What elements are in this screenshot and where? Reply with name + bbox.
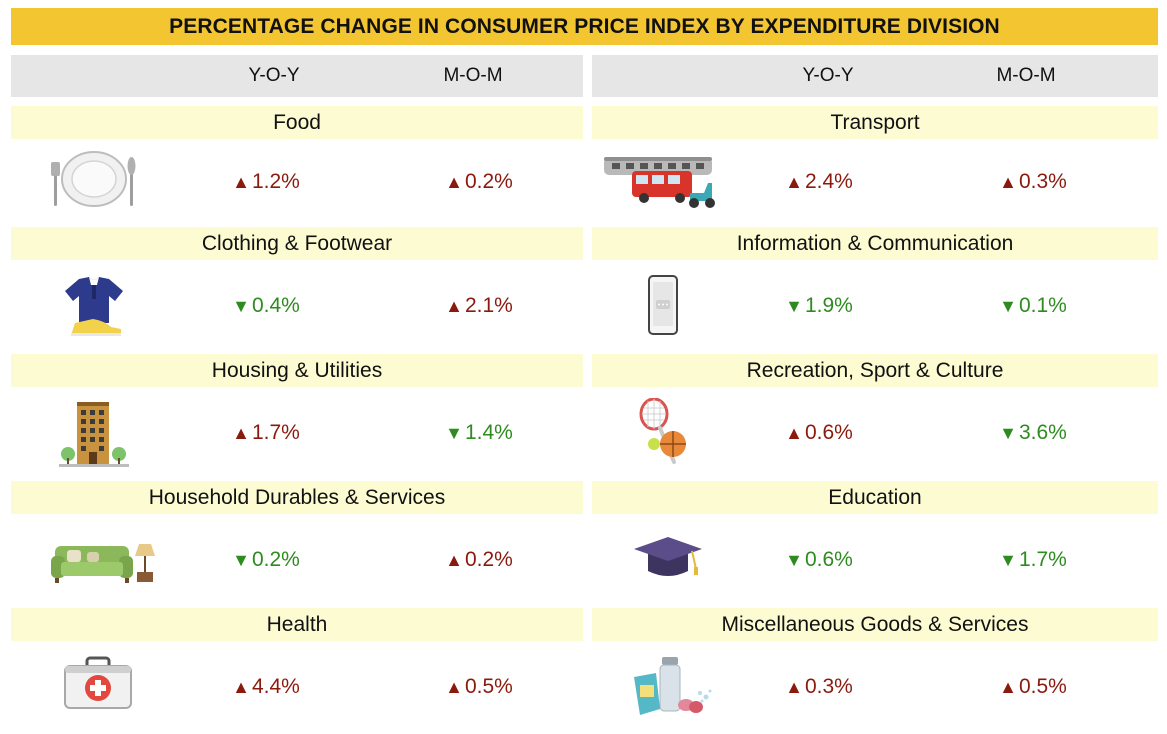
up-arrow-icon: ▲ (232, 422, 250, 443)
housing-yoy-value: ▲ 1.7% (232, 421, 300, 444)
transport-mom-value: ▲ 0.3% (999, 170, 1067, 193)
category-label-transport: Transport (592, 106, 1158, 139)
up-arrow-icon: ▲ (785, 422, 803, 443)
down-arrow-icon: ▼ (999, 422, 1017, 443)
household-yoy-value: ▼ 0.2% (232, 548, 300, 571)
health-yoy-value: ▲ 4.4% (232, 675, 300, 698)
recreation-mom-value: ▼ 3.6% (999, 421, 1067, 444)
building-icon (59, 402, 129, 467)
housing-mom-value: ▼ 1.4% (445, 421, 513, 444)
down-arrow-icon: ▼ (232, 549, 250, 570)
yoy-header: Y-O-Y (802, 65, 854, 86)
clothing-mom-value: ▲ 2.1% (445, 294, 513, 317)
down-arrow-icon: ▼ (785, 295, 803, 316)
up-arrow-icon: ▲ (445, 676, 463, 697)
smartphone-icon (648, 275, 678, 335)
down-arrow-icon: ▼ (232, 295, 250, 316)
train-bus-scooter-icon (604, 157, 715, 208)
food-mom-value: ▲ 0.2% (445, 170, 513, 193)
sofa-lamp-icon (51, 544, 155, 583)
information-yoy-value: ▼ 1.9% (785, 294, 853, 317)
up-arrow-icon: ▲ (232, 171, 250, 192)
down-arrow-icon: ▼ (785, 549, 803, 570)
up-arrow-icon: ▲ (785, 171, 803, 192)
first-aid-kit-icon (64, 656, 132, 709)
category-label-clothing: Clothing & Footwear (11, 227, 583, 260)
yoy-header: Y-O-Y (248, 65, 300, 86)
health-mom-value: ▲ 0.5% (445, 675, 513, 698)
up-arrow-icon: ▲ (232, 676, 250, 697)
miscellaneous-yoy-value: ▲ 0.3% (785, 675, 853, 698)
category-label-recreation: Recreation, Sport & Culture (592, 354, 1158, 387)
down-arrow-icon: ▼ (445, 422, 463, 443)
category-label-food: Food (11, 106, 583, 139)
up-arrow-icon: ▲ (445, 171, 463, 192)
miscellaneous-mom-value: ▲ 0.5% (999, 675, 1067, 698)
down-arrow-icon: ▼ (999, 549, 1017, 570)
food-yoy-value: ▲ 1.2% (232, 170, 300, 193)
category-label-housing: Housing & Utilities (11, 354, 583, 387)
left-panel: Y-O-Y M-O-M Food ▲ 1.2% ▲ 0.2% Clothing … (11, 55, 583, 734)
plate-cutlery-icon (51, 151, 136, 207)
category-label-household: Household Durables & Services (11, 481, 583, 514)
page-title: PERCENTAGE CHANGE IN CONSUMER PRICE INDE… (11, 8, 1158, 45)
mom-header: M-O-M (443, 65, 503, 86)
up-arrow-icon: ▲ (999, 676, 1017, 697)
transport-yoy-value: ▲ 2.4% (785, 170, 853, 193)
category-label-education: Education (592, 481, 1158, 514)
right-panel: Y-O-Y M-O-M Transport ▲ 2.4% ▲ 0.3% Info… (592, 55, 1158, 734)
up-arrow-icon: ▲ (785, 676, 803, 697)
clothing-yoy-value: ▼ 0.4% (232, 294, 300, 317)
column-header: Y-O-Y M-O-M (11, 55, 583, 97)
information-mom-value: ▼ 0.1% (999, 294, 1067, 317)
category-label-miscellaneous: Miscellaneous Goods & Services (592, 608, 1158, 641)
household-mom-value: ▲ 0.2% (445, 548, 513, 571)
shirt-shoe-icon (65, 277, 123, 336)
education-yoy-value: ▼ 0.6% (785, 548, 853, 571)
mom-header: M-O-M (996, 65, 1056, 86)
up-arrow-icon: ▲ (445, 549, 463, 570)
category-label-health: Health (11, 608, 583, 641)
recreation-yoy-value: ▲ 0.6% (785, 421, 853, 444)
down-arrow-icon: ▼ (999, 295, 1017, 316)
toiletries-icon (634, 657, 712, 715)
category-label-information: Information & Communication (592, 227, 1158, 260)
racket-ball-icon (639, 398, 686, 464)
up-arrow-icon: ▲ (445, 295, 463, 316)
education-mom-value: ▼ 1.7% (999, 548, 1067, 571)
column-header: Y-O-Y M-O-M (592, 55, 1158, 97)
graduation-cap-icon (634, 537, 702, 576)
up-arrow-icon: ▲ (999, 171, 1017, 192)
